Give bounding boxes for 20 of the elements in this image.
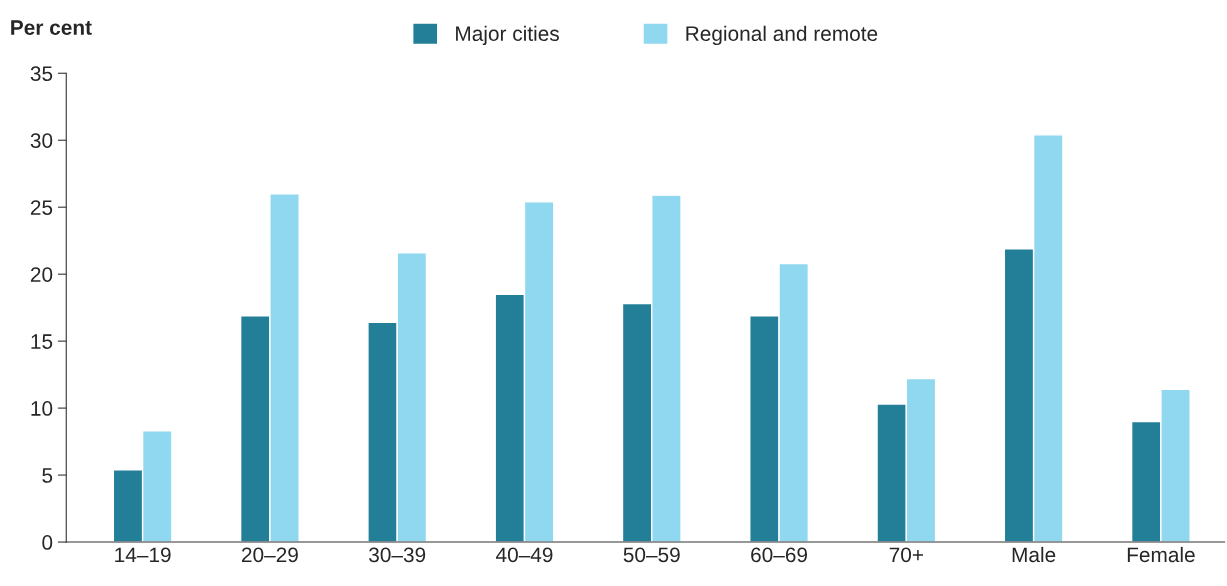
y-tick-label: 30 — [30, 133, 53, 148]
y-tick-label: 35 — [30, 66, 53, 81]
x-tick-label: 40–49 — [496, 547, 553, 563]
y-tick-label: 25 — [30, 200, 53, 215]
x-tick-label: 70+ — [889, 547, 923, 563]
x-tick-label: 14–19 — [115, 547, 171, 563]
legend-label: Regional and remote — [686, 25, 878, 46]
y-tick-label: 15 — [31, 334, 53, 349]
x-tick-label: 30–39 — [369, 547, 426, 563]
y-tick-label: 0 — [42, 535, 53, 550]
x-tick-label: 50–59 — [623, 547, 680, 563]
x-tick-label: Female — [1127, 546, 1195, 563]
legend-label: Major cities — [456, 25, 559, 46]
y-axis-title: Per cent — [11, 20, 92, 35]
x-tick-label: 20–29 — [242, 547, 298, 563]
y-tick-label: 20 — [30, 267, 53, 282]
y-tick-label: 10 — [31, 401, 53, 416]
x-tick-label: Male — [1012, 546, 1056, 563]
y-tick-label: 5 — [42, 468, 53, 483]
x-tick-label: 60–69 — [751, 547, 808, 563]
